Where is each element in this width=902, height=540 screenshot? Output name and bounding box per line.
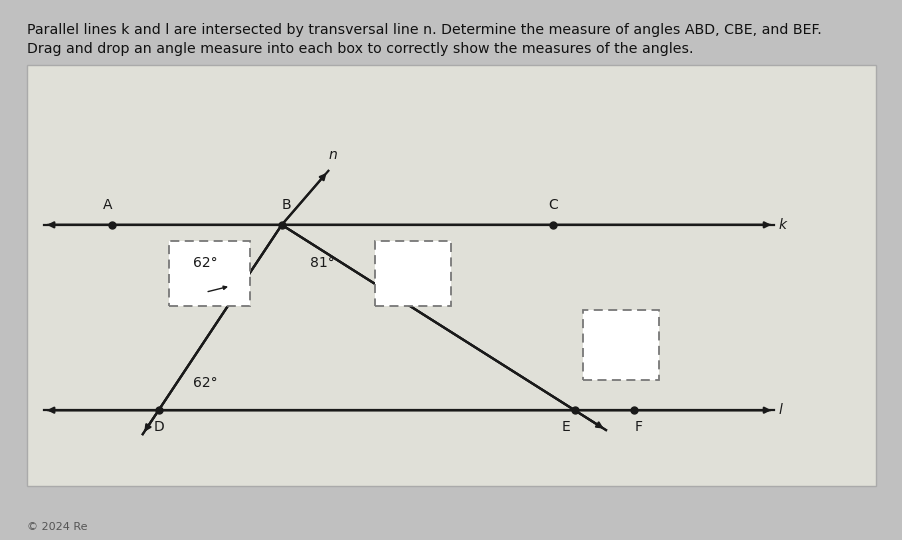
Text: n: n (328, 148, 336, 163)
Text: C: C (548, 198, 557, 212)
Bar (583, 310, 658, 380)
Bar (374, 241, 451, 306)
Text: D: D (153, 420, 164, 434)
Text: 81°: 81° (309, 256, 335, 270)
Text: A: A (103, 198, 113, 212)
Text: B: B (281, 198, 290, 212)
Text: l: l (778, 403, 781, 417)
Text: 62°: 62° (193, 256, 217, 270)
Text: © 2024 Re: © 2024 Re (27, 522, 87, 531)
Text: Drag and drop an angle measure into each box to correctly show the measures of t: Drag and drop an angle measure into each… (27, 42, 693, 56)
Text: 62°: 62° (193, 376, 217, 390)
Text: E: E (561, 420, 570, 434)
Bar (169, 241, 250, 306)
Text: k: k (778, 218, 786, 232)
Text: F: F (633, 420, 641, 434)
Text: Parallel lines k and l are intersected by transversal line n. Determine the meas: Parallel lines k and l are intersected b… (27, 23, 821, 37)
